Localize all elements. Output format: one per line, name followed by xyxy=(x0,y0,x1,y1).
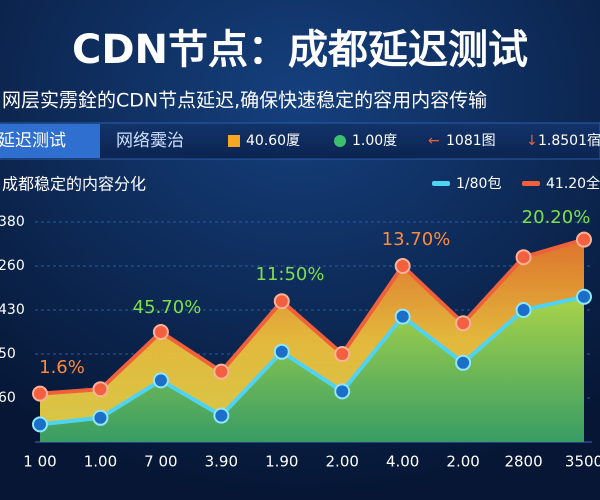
annotation: 11:50% xyxy=(256,264,325,285)
tab[interactable]: 延迟测试 xyxy=(0,131,66,151)
chart-title: 成都稳定的内容分化 xyxy=(2,175,146,194)
stat: 1.8501宿 xyxy=(538,132,600,149)
point xyxy=(455,315,472,332)
x-tick-label: 1 00 xyxy=(23,453,56,471)
area xyxy=(40,296,584,442)
stat-icon xyxy=(228,135,240,147)
point xyxy=(273,293,290,310)
tab[interactable]: 网络霙治 xyxy=(116,131,184,151)
stat-icon: ← xyxy=(428,133,440,149)
stat: 40.60厦 xyxy=(246,133,300,149)
x-tick-label: 3500 xyxy=(565,453,600,471)
point xyxy=(455,354,472,371)
x-tick-label: 3.90 xyxy=(205,453,238,471)
annotation: 13.70% xyxy=(382,229,451,250)
x-tick-label: 2800 xyxy=(504,453,542,471)
legend-swatch xyxy=(432,181,450,186)
x-tick-label: 1.90 xyxy=(265,453,298,471)
y-tick-label: 50 xyxy=(0,346,16,362)
line xyxy=(39,237,585,396)
point xyxy=(273,343,290,360)
line xyxy=(39,294,585,427)
y-tick-label: 260 xyxy=(0,258,25,274)
point xyxy=(92,409,109,426)
x-tick-label: 2.00 xyxy=(326,453,359,471)
stat: 1.00度 xyxy=(352,133,397,149)
x-tick-label: 1.00 xyxy=(84,453,117,471)
point xyxy=(213,363,230,380)
title: CDN节点：成都延迟测试 xyxy=(72,27,528,73)
subtitle: 网层实雳銓的CDN节点延迟,确保快速稳定的容用内容传输 xyxy=(2,90,487,112)
point xyxy=(92,381,109,398)
y-tick-label: 380 xyxy=(0,214,25,230)
stat-icon: ↓ xyxy=(526,133,538,149)
point xyxy=(152,324,169,340)
point xyxy=(394,308,411,325)
stat: 1081图 xyxy=(446,133,496,149)
point xyxy=(394,258,411,274)
annotation: 45.70% xyxy=(133,297,202,318)
point xyxy=(334,346,351,362)
stat-icon xyxy=(334,135,346,147)
point xyxy=(152,372,169,389)
y-tick-label: 60 xyxy=(0,390,16,406)
point xyxy=(576,231,592,248)
annotation: 20.20% xyxy=(522,207,591,228)
point xyxy=(515,249,532,266)
x-tick-label: 7 00 xyxy=(144,453,177,471)
point xyxy=(32,385,48,402)
point xyxy=(334,383,351,400)
active-tab[interactable] xyxy=(0,124,100,158)
legend-label: 1/80包 xyxy=(456,176,501,192)
point xyxy=(515,302,532,318)
point xyxy=(576,288,592,305)
point xyxy=(213,407,230,424)
point xyxy=(32,416,48,433)
x-tick-label: 4.00 xyxy=(386,453,419,471)
x-tick-label: 2.00 xyxy=(446,453,479,471)
annotation: 1.6% xyxy=(39,357,85,378)
legend-swatch xyxy=(522,181,540,186)
legend-label: 41.20全 xyxy=(546,175,600,192)
y-tick-label: 430 xyxy=(0,302,25,318)
